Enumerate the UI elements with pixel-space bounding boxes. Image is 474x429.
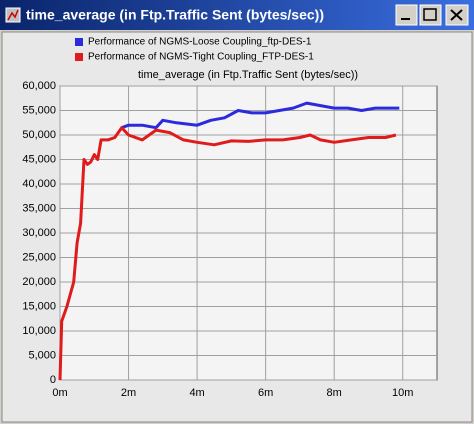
title-bar xyxy=(0,0,474,30)
y-tick-label: 35,000 xyxy=(22,202,56,214)
y-tick-label: 10,000 xyxy=(22,325,56,337)
series-line xyxy=(58,126,397,381)
y-tick-label: 5,000 xyxy=(28,349,56,361)
y-tick-label: 15,000 xyxy=(22,300,56,312)
minimize-button[interactable] xyxy=(395,4,418,26)
y-tick-label: 55,000 xyxy=(22,104,56,116)
x-tick-label: 0m xyxy=(52,387,67,399)
y-tick-label: 60,000 xyxy=(22,80,56,92)
y-tick-label: 45,000 xyxy=(22,153,56,165)
maximize-button[interactable] xyxy=(419,4,442,26)
x-tick-label: 6m xyxy=(258,387,273,399)
window-icon-glyph xyxy=(7,9,19,21)
legend-swatch xyxy=(75,53,83,61)
y-tick-label: 40,000 xyxy=(22,178,56,190)
y-tick-label: 0 xyxy=(50,374,56,386)
legend-label: Performance of NGMS-Tight Coupling_FTP-D… xyxy=(88,52,314,63)
chart-title: time_average (in Ftp.Traffic Sent (bytes… xyxy=(138,69,358,81)
x-tick-label: 8m xyxy=(327,387,342,399)
series-line xyxy=(121,101,400,130)
y-tick-label: 30,000 xyxy=(22,227,56,239)
x-tick-label: 4m xyxy=(189,387,204,399)
close-button[interactable] xyxy=(445,4,469,26)
legend-label: Performance of NGMS-Loose Coupling_ftp-D… xyxy=(88,37,312,48)
x-tick-label: 10m xyxy=(392,387,413,399)
window-title: time_average (in Ftp.Traffic Sent (bytes… xyxy=(26,7,324,23)
x-tick-label: 2m xyxy=(121,387,136,399)
y-tick-label: 25,000 xyxy=(22,251,56,263)
legend-swatch xyxy=(75,38,83,46)
y-tick-label: 50,000 xyxy=(22,129,56,141)
y-tick-label: 20,000 xyxy=(22,276,56,288)
